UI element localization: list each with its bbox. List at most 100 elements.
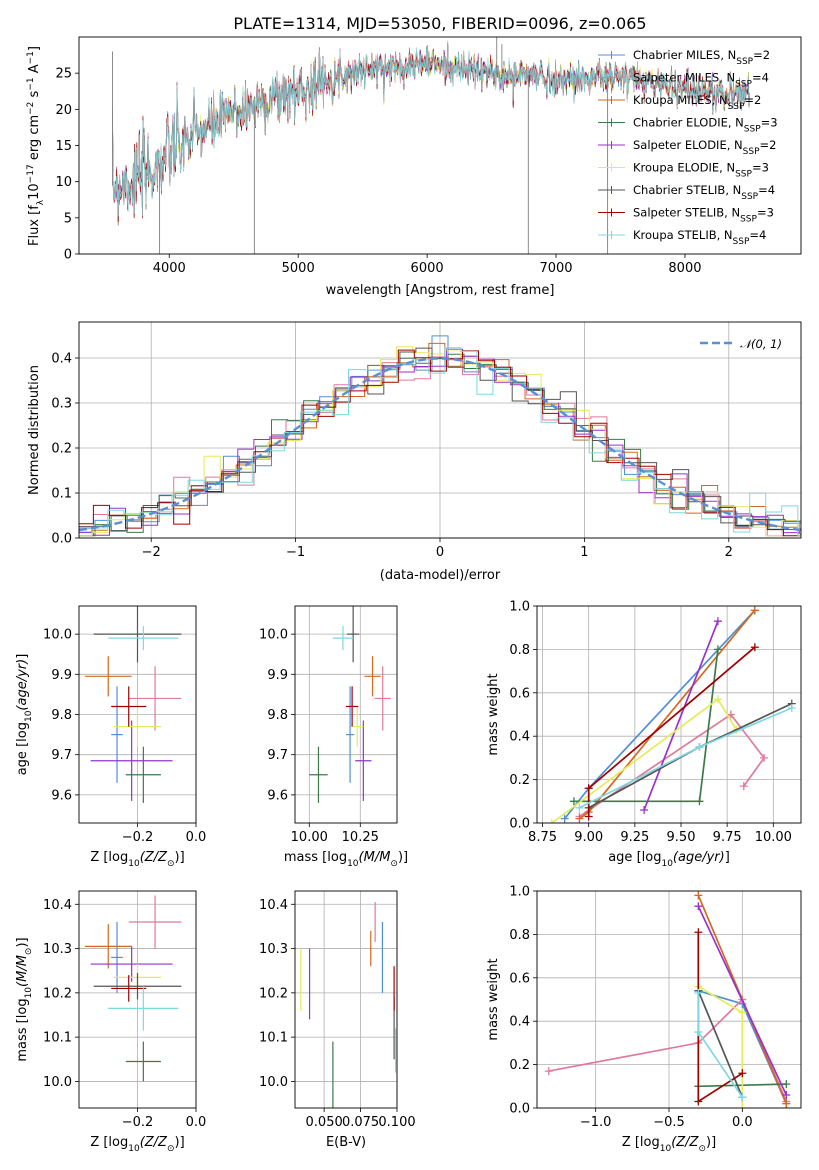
x-tick-label: 1 [580, 545, 588, 560]
label-part: −17 [26, 164, 36, 183]
weight-point [738, 1008, 747, 1017]
y-tick-label: 10.4 [259, 898, 288, 913]
label-part: Flux [f [27, 205, 42, 246]
x-tick-label: −2 [142, 545, 161, 560]
x-axis-label: Z [log10(Z/Z⊙)] [622, 1135, 716, 1154]
label-part: SSP [735, 170, 752, 180]
label-part: (M/M [359, 850, 391, 865]
label-part: −1 [26, 51, 36, 64]
label-part: )] [175, 850, 185, 865]
label-part: (Z/Z [671, 1135, 699, 1150]
label-part: ] [725, 850, 730, 865]
label-part: SSP [744, 125, 761, 135]
figure-title: PLATE=1314, MJD=53050, FIBERID=0096, z=0… [233, 14, 646, 33]
y-tick-label: 9.8 [267, 708, 288, 723]
x-tick-label: 0.0 [186, 830, 207, 845]
label-part: 10 [661, 859, 673, 869]
y-tick-label: 0.8 [509, 643, 530, 658]
x-tick-label: 0.100 [378, 1115, 415, 1130]
y-tick-label: 10 [55, 175, 72, 190]
label-part: =3 [752, 161, 769, 175]
y-tick-label: 9.7 [51, 748, 72, 763]
label-part: SSP [728, 102, 745, 112]
y-tick-label: 9.9 [267, 668, 288, 683]
weight-series-6 [697, 990, 744, 1098]
label-part: 10 [24, 710, 34, 722]
x-axis-label: mass [log10(M/M⊙)] [284, 850, 408, 869]
label-part: ⊙ [390, 859, 398, 869]
y-tick-label: 15 [55, 139, 72, 154]
label-part: Chabrier MILES, N [633, 48, 736, 62]
histogram-6 [79, 347, 801, 532]
y-axis-label: mass weight [486, 673, 501, 755]
y-tick-label: 9.9 [51, 668, 72, 683]
legend-entry: Chabrier STELIB, NSSP=4 [633, 183, 775, 202]
y-tick-label: 0.6 [509, 686, 530, 701]
y-tick-label: 0.0 [509, 1102, 530, 1117]
legend-entry: 𝒩(0, 1) [740, 337, 782, 351]
label-part: mass [log [15, 998, 30, 1061]
label-part: s [27, 90, 42, 101]
spectrum-series-8 [112, 41, 750, 217]
label-part: mass [log [284, 850, 347, 865]
y-axis-label: mass weight [486, 958, 501, 1040]
y-tick-label: 5 [64, 211, 72, 226]
weight-point [713, 695, 722, 704]
plot-area [300, 902, 397, 1108]
x-tick-label: 10.00 [291, 830, 328, 845]
y-tick-label: 9.7 [267, 748, 288, 763]
x-tick-label: 8000 [668, 261, 701, 276]
y-tick-label: 0.2 [509, 773, 530, 788]
label-part: (age/yr) [15, 659, 30, 711]
weight-vs-age-panel: 8.75 9.00 9.25 9.50 9.75 10.00 0.0 0.2 0.4 0.6 0.8… [486, 600, 802, 869]
legend-entry: Chabrier MILES, NSSP=2 [633, 48, 770, 67]
weight-point [547, 819, 556, 823]
x-axis-label: (data-model)/error [380, 568, 501, 583]
label-part: age [log [15, 722, 30, 775]
weight-point [544, 1067, 553, 1076]
x-tick-label: −1 [286, 545, 305, 560]
label-part: (M/M [15, 955, 30, 987]
label-part: ] [27, 46, 42, 51]
label-part: =3 [757, 206, 774, 220]
label-part: ⊙ [167, 1144, 175, 1154]
label-part: )] [15, 937, 30, 947]
y-tick-label: 0.4 [509, 730, 530, 745]
x-tick-label: −0.2 [122, 830, 154, 845]
label-part: )] [398, 850, 408, 865]
label-part: 10 [347, 859, 359, 869]
plot-area [79, 335, 801, 537]
label-part: SSP [743, 147, 760, 157]
y-tick-label: 10.3 [43, 942, 72, 957]
weight-point [750, 606, 759, 615]
x-tick-label: 7000 [539, 261, 572, 276]
y-tick-label: 20 [55, 103, 72, 118]
age-vs-mass-panel: 10.00 10.25 9.6 9.7 9.8 9.9 10.0 mass [log10(M/… [259, 605, 408, 869]
label-part: erg cm [27, 115, 42, 164]
weight-point [575, 814, 584, 823]
y-tick-label: 10.1 [259, 1031, 288, 1046]
residuals-panel: −2 −1 0 1 2 0.0 0.1 0.2 0.3 0.4 𝒩(0, 1) (data-model… [27, 321, 802, 583]
spectrum-panel: 4000 5000 6000 7000 8000 0 5 10 15 20 25 wavelength… [26, 36, 802, 298]
label-part: Salpeter ELODIE, N [633, 138, 743, 152]
weight-point [694, 902, 703, 911]
plot-area [84, 606, 182, 803]
axes-frame [78, 321, 802, 539]
y-tick-label: 10.0 [259, 628, 288, 643]
weight-point [694, 891, 703, 900]
label-part: =4 [758, 183, 775, 197]
weight-point [738, 1069, 747, 1078]
label-part: )] [706, 1135, 716, 1150]
plot-area [544, 891, 791, 1108]
x-tick-label: 8.75 [528, 830, 557, 845]
label-part: −1 [26, 77, 36, 90]
weight-point [713, 617, 722, 626]
x-tick-label: 0 [436, 545, 444, 560]
y-tick-label: 1.0 [509, 600, 530, 615]
x-tick-label: 6000 [411, 261, 444, 276]
y-tick-label: 0 [64, 248, 72, 263]
x-tick-label: 9.50 [667, 830, 696, 845]
weight-point [738, 1093, 747, 1102]
label-part: ] [15, 654, 30, 659]
